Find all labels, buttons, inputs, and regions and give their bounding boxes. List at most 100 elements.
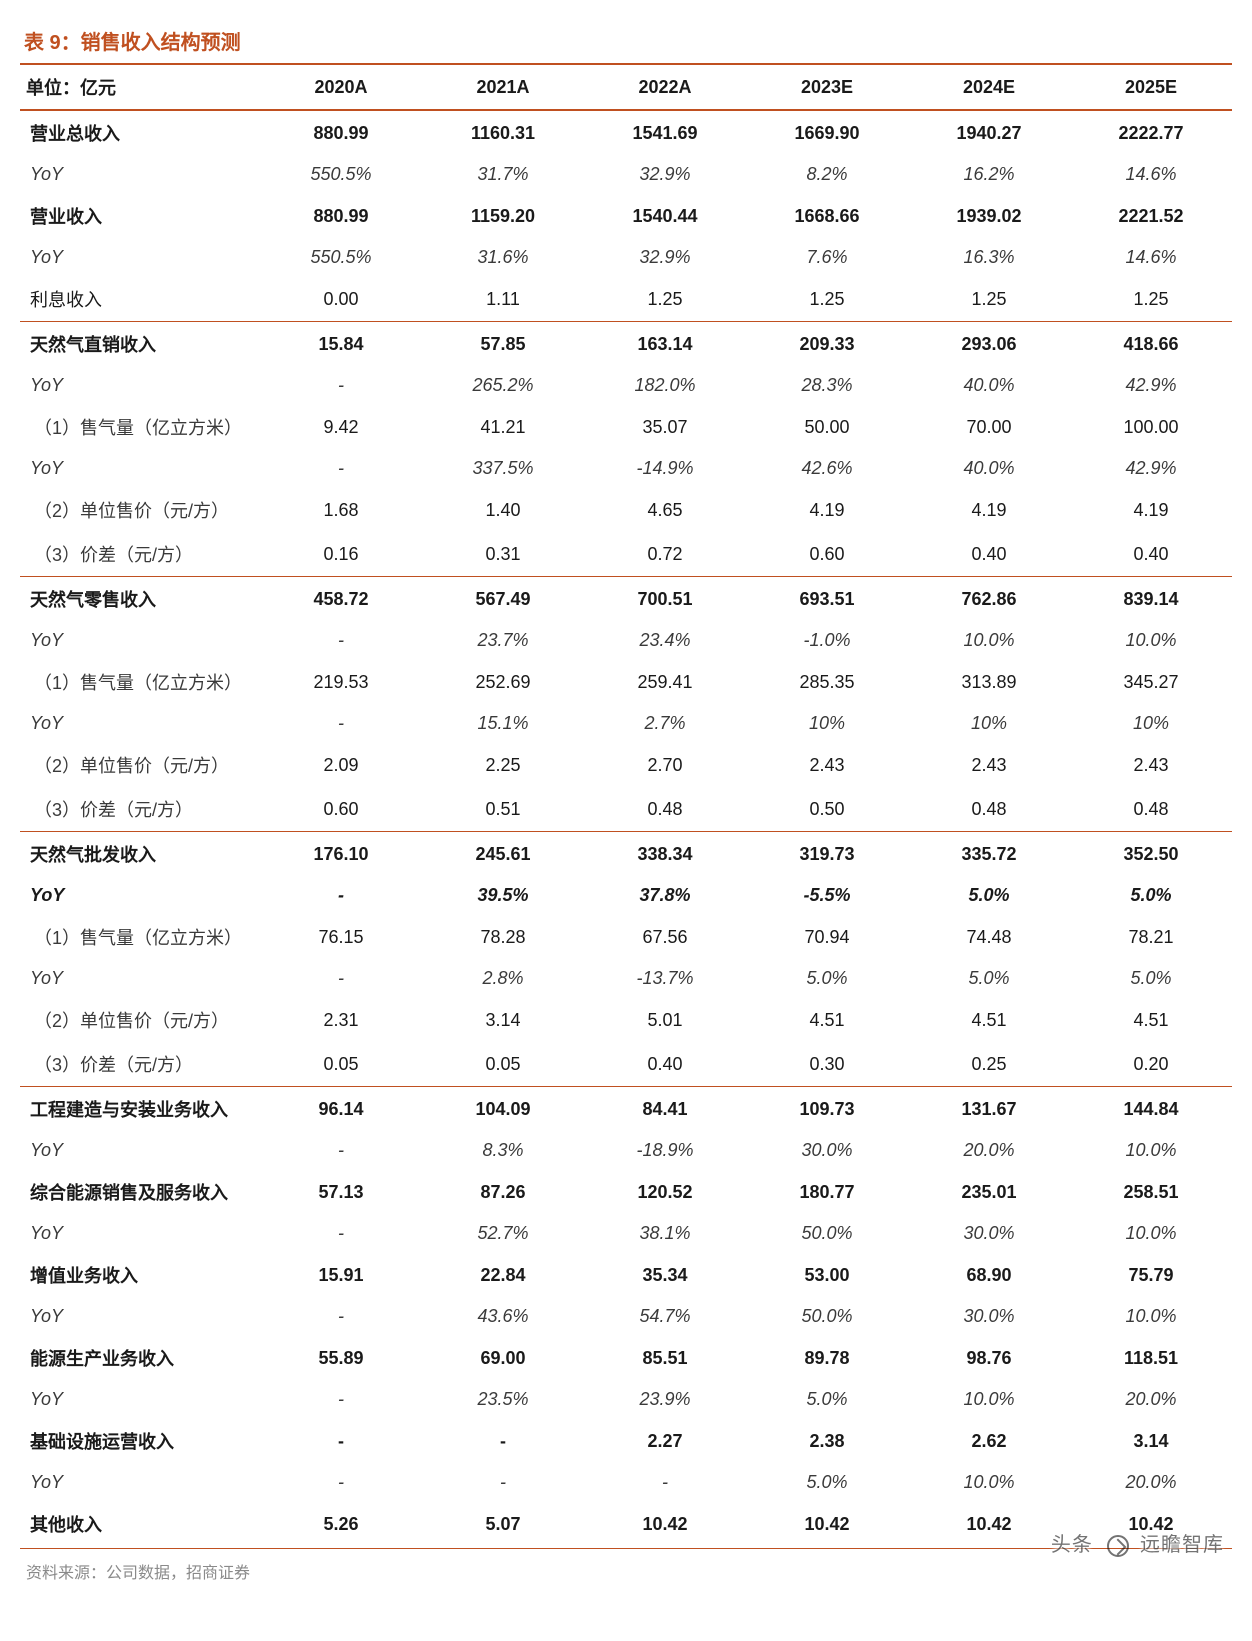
col-header-2021A: 2021A bbox=[422, 65, 584, 110]
cell-value: 0.05 bbox=[422, 1042, 584, 1087]
cell-value: 319.73 bbox=[746, 832, 908, 877]
cell-value: 68.90 bbox=[908, 1253, 1070, 1297]
cell-value: 1.25 bbox=[584, 277, 746, 322]
row-label: 综合能源销售及服务收入 bbox=[20, 1170, 260, 1214]
row-label: 增值业务收入 bbox=[20, 1253, 260, 1297]
cell-value: - bbox=[260, 1131, 422, 1170]
cell-value: -1.0% bbox=[746, 621, 908, 660]
cell-value: 176.10 bbox=[260, 832, 422, 877]
cell-value: -14.9% bbox=[584, 449, 746, 488]
cell-value: 4.51 bbox=[746, 998, 908, 1042]
cell-value: 70.94 bbox=[746, 915, 908, 959]
cell-value: 10.42 bbox=[584, 1502, 746, 1546]
table-title: 表 9：销售收入结构预测 bbox=[20, 20, 1232, 65]
cell-value: 0.60 bbox=[260, 787, 422, 832]
row-label: 工程建造与安装业务收入 bbox=[20, 1087, 260, 1132]
col-header-2024E: 2024E bbox=[908, 65, 1070, 110]
cell-value: 20.0% bbox=[908, 1131, 1070, 1170]
row-label: （2）单位售价（元/方） bbox=[20, 743, 260, 787]
cell-value: 182.0% bbox=[584, 366, 746, 405]
table-row: YoY-23.7%23.4%-1.0%10.0%10.0% bbox=[20, 621, 1232, 660]
cell-value: 37.8% bbox=[584, 876, 746, 915]
cell-value: 5.26 bbox=[260, 1502, 422, 1546]
row-label: YoY bbox=[20, 621, 260, 660]
table-row: 能源生产业务收入55.8969.0085.5189.7898.76118.51 bbox=[20, 1336, 1232, 1380]
table-body: 营业总收入880.991160.311541.691669.901940.272… bbox=[20, 110, 1232, 1546]
cell-value: 57.85 bbox=[422, 322, 584, 367]
cell-value: 42.9% bbox=[1070, 366, 1232, 405]
cell-value: 1540.44 bbox=[584, 194, 746, 238]
cell-value: - bbox=[260, 449, 422, 488]
cell-value: 70.00 bbox=[908, 405, 1070, 449]
cell-value: 15.1% bbox=[422, 704, 584, 743]
cell-value: 5.01 bbox=[584, 998, 746, 1042]
cell-value: - bbox=[260, 366, 422, 405]
cell-value: 0.40 bbox=[1070, 532, 1232, 577]
cell-value: 120.52 bbox=[584, 1170, 746, 1214]
revenue-forecast-table: 单位：亿元2020A2021A2022A2023E2024E2025E 营业总收… bbox=[20, 65, 1232, 1546]
cell-value: 0.60 bbox=[746, 532, 908, 577]
cell-value: 2.27 bbox=[584, 1419, 746, 1463]
cell-value: 293.06 bbox=[908, 322, 1070, 367]
cell-value: 41.21 bbox=[422, 405, 584, 449]
cell-value: 8.2% bbox=[746, 155, 908, 194]
cell-value: 5.0% bbox=[908, 876, 1070, 915]
cell-value: 0.48 bbox=[908, 787, 1070, 832]
cell-value: 39.5% bbox=[422, 876, 584, 915]
cell-value: 22.84 bbox=[422, 1253, 584, 1297]
cell-value: 2.62 bbox=[908, 1419, 1070, 1463]
cell-value: - bbox=[260, 876, 422, 915]
cell-value: 10.0% bbox=[1070, 1131, 1232, 1170]
row-label: （2）单位售价（元/方） bbox=[20, 488, 260, 532]
cell-value: -13.7% bbox=[584, 959, 746, 998]
cell-value: 76.15 bbox=[260, 915, 422, 959]
cell-value: 700.51 bbox=[584, 577, 746, 622]
table-row: 基础设施运营收入--2.272.382.623.14 bbox=[20, 1419, 1232, 1463]
cell-value: - bbox=[260, 704, 422, 743]
row-label: 利息收入 bbox=[20, 277, 260, 322]
row-label: YoY bbox=[20, 704, 260, 743]
cell-value: 78.28 bbox=[422, 915, 584, 959]
cell-value: 2.43 bbox=[1070, 743, 1232, 787]
table-row: （2）单位售价（元/方）2.092.252.702.432.432.43 bbox=[20, 743, 1232, 787]
cell-value: 550.5% bbox=[260, 155, 422, 194]
cell-value: 337.5% bbox=[422, 449, 584, 488]
cell-value: -5.5% bbox=[746, 876, 908, 915]
cell-value: 10.42 bbox=[746, 1502, 908, 1546]
row-label: （1）售气量（亿立方米） bbox=[20, 915, 260, 959]
row-label: 能源生产业务收入 bbox=[20, 1336, 260, 1380]
cell-value: 10.0% bbox=[908, 1380, 1070, 1419]
cell-value: 180.77 bbox=[746, 1170, 908, 1214]
row-label: YoY bbox=[20, 1214, 260, 1253]
row-label: YoY bbox=[20, 449, 260, 488]
col-header-2025E: 2025E bbox=[1070, 65, 1232, 110]
cell-value: 55.89 bbox=[260, 1336, 422, 1380]
cell-value: 23.4% bbox=[584, 621, 746, 660]
cell-value: 31.6% bbox=[422, 238, 584, 277]
table-row: 综合能源销售及服务收入57.1387.26120.52180.77235.012… bbox=[20, 1170, 1232, 1214]
table-row: （3）价差（元/方）0.050.050.400.300.250.20 bbox=[20, 1042, 1232, 1087]
table-row: YoY---5.0%10.0%20.0% bbox=[20, 1463, 1232, 1502]
col-header-2020A: 2020A bbox=[260, 65, 422, 110]
cell-value: 7.6% bbox=[746, 238, 908, 277]
cell-value: 352.50 bbox=[1070, 832, 1232, 877]
cell-value: 1669.90 bbox=[746, 110, 908, 155]
cell-value: 1.25 bbox=[1070, 277, 1232, 322]
cell-value: 57.13 bbox=[260, 1170, 422, 1214]
cell-value: 10.0% bbox=[1070, 621, 1232, 660]
cell-value: 74.48 bbox=[908, 915, 1070, 959]
cell-value: 53.00 bbox=[746, 1253, 908, 1297]
row-label: YoY bbox=[20, 1297, 260, 1336]
cell-value: 4.19 bbox=[1070, 488, 1232, 532]
cell-value: 23.7% bbox=[422, 621, 584, 660]
cell-value: 245.61 bbox=[422, 832, 584, 877]
cell-value: 1160.31 bbox=[422, 110, 584, 155]
cell-value: 3.14 bbox=[1070, 1419, 1232, 1463]
cell-value: 14.6% bbox=[1070, 238, 1232, 277]
cell-value: 9.42 bbox=[260, 405, 422, 449]
cell-value: 2.70 bbox=[584, 743, 746, 787]
cell-value: 335.72 bbox=[908, 832, 1070, 877]
cell-value: 42.6% bbox=[746, 449, 908, 488]
cell-value: 338.34 bbox=[584, 832, 746, 877]
row-label: 天然气零售收入 bbox=[20, 577, 260, 622]
